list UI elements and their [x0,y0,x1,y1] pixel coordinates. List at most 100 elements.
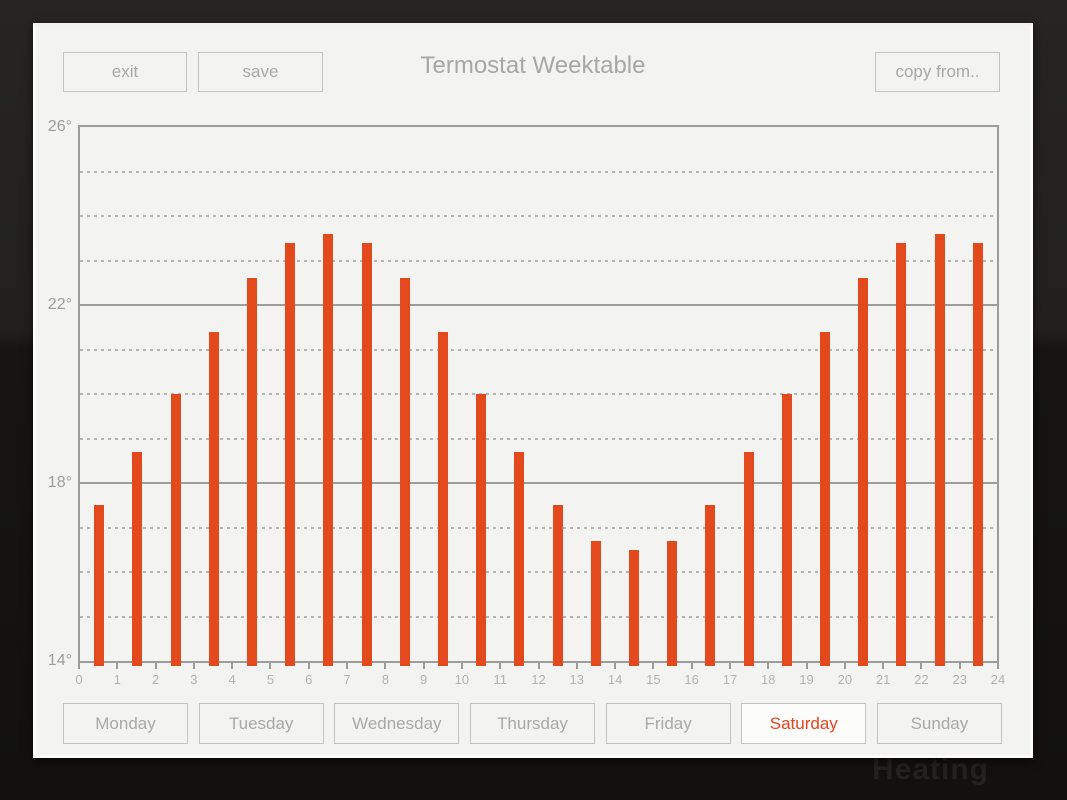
x-axis-tick-1 [116,662,119,669]
x-axis-label-20: 20 [837,672,853,687]
x-axis-tick-16 [690,662,693,669]
day-tab-friday[interactable]: Friday [605,703,731,744]
x-axis-tick-12 [537,662,540,669]
gridline-dashed-20 [80,393,997,395]
y-axis-label-26: 26° [47,118,72,135]
temperature-bar-hour-23[interactable] [972,242,983,666]
gridline-dashed-19 [80,437,997,440]
temperature-chart-plot-area[interactable] [78,125,999,666]
x-axis-tick-0 [78,662,80,669]
temperature-bar-hour-5[interactable] [285,242,296,666]
temperature-bar-hour-7[interactable] [361,242,372,666]
temperature-bar-hour-1[interactable] [132,451,143,666]
temperature-bar-hour-10[interactable] [476,394,487,666]
temperature-bar-hour-2[interactable] [170,394,181,666]
exit-button[interactable]: exit [63,52,187,92]
x-axis-tick-9 [422,662,425,669]
temperature-bar-hour-11[interactable] [514,451,525,666]
x-axis-label-2: 2 [151,672,160,687]
temperature-bar-hour-8[interactable] [399,278,410,666]
x-axis-label-8: 8 [381,672,389,687]
x-axis-tick-4 [231,662,234,669]
y-axis-label-22: 22° [47,296,72,313]
x-axis-label-22: 22 [914,672,929,687]
gridline-dashed-24 [80,215,997,217]
y-axis-label-18: 18° [47,474,72,491]
x-axis-tick-2 [154,662,157,669]
x-axis-tick-6 [307,662,310,669]
temperature-bar-hour-0[interactable] [94,505,105,666]
x-axis-label-23: 23 [952,672,967,687]
save-button[interactable]: save [198,52,323,92]
x-axis-tick-15 [652,662,655,669]
x-axis-label-13: 13 [569,672,585,687]
x-axis-tick-13 [575,662,578,669]
temperature-bar-hour-3[interactable] [208,331,219,666]
temperature-bar-hour-19[interactable] [820,331,831,666]
x-axis-tick-20 [843,662,846,669]
x-axis-label-6: 6 [305,672,313,687]
x-axis-tick-5 [269,662,272,669]
temperature-bar-hour-18[interactable] [781,394,792,666]
x-axis-label-5: 5 [266,672,275,687]
x-axis-tick-14 [614,662,617,669]
x-axis-tick-21 [882,662,885,669]
x-axis-label-12: 12 [531,672,546,687]
x-axis-label-21: 21 [875,672,891,687]
gridline-dashed-16 [80,571,997,573]
temperature-bar-hour-20[interactable] [858,278,869,666]
temperature-bar-hour-12[interactable] [552,505,563,666]
temperature-bar-hour-21[interactable] [896,242,907,666]
gridline-dashed-23 [80,259,997,262]
x-axis-tick-10 [460,662,463,669]
x-axis-tick-24 [997,662,999,669]
temperature-bar-hour-14[interactable] [629,549,640,666]
day-tab-tuesday[interactable]: Tuesday [198,703,324,744]
thermostat-weektable-panel: exit save Termostat Weektable copy from.… [33,23,1033,758]
day-tab-thursday[interactable]: Thursday [469,703,595,744]
x-axis-label-17: 17 [722,672,738,687]
copy-from-button[interactable]: copy from.. [875,52,1000,92]
day-tab-saturday[interactable]: Saturday [741,703,867,744]
x-axis-label-7: 7 [343,672,351,687]
background-watermark: Heating [872,753,990,786]
x-axis-label-4: 4 [228,672,236,687]
day-tabs: Monday Tuesday Wednesday Thursday Friday Satu… [63,703,1002,744]
x-axis-label-1: 1 [113,672,121,687]
x-axis-tick-19 [805,662,808,669]
x-axis-tick-18 [767,662,770,669]
x-axis-label-3: 3 [190,672,198,687]
temperature-bar-hour-13[interactable] [590,540,601,666]
x-axis-label-14: 14 [607,672,623,687]
day-tab-sunday[interactable]: Sunday [876,703,1002,744]
x-axis-label-16: 16 [684,672,699,687]
x-axis-tick-3 [192,662,195,669]
temperature-bar-hour-22[interactable] [934,233,945,666]
gridline-solid-22 [80,304,997,306]
x-axis-tick-22 [920,662,923,669]
day-tab-monday[interactable]: Monday [63,703,188,744]
x-axis-label-10: 10 [454,672,470,687]
gridline-dashed-21 [80,348,997,351]
y-axis-label-14: 14° [47,652,72,669]
x-axis-label-15: 15 [646,672,661,687]
temperature-bar-hour-6[interactable] [323,233,334,666]
x-axis-tick-7 [346,662,349,669]
x-axis-label-19: 19 [799,672,814,687]
gridline-dashed-25 [80,170,997,173]
temperature-bar-hour-16[interactable] [705,505,716,666]
x-axis-tick-17 [728,662,731,669]
gridline-dashed-15 [80,615,997,618]
gridline-solid-18 [80,482,997,484]
x-axis-tick-8 [384,662,387,669]
temperature-bar-hour-9[interactable] [437,331,448,666]
x-axis-tick-23 [958,662,961,669]
day-tab-wednesday[interactable]: Wednesday [334,703,460,744]
temperature-bar-hour-15[interactable] [667,540,678,666]
temperature-bar-hour-17[interactable] [743,451,754,666]
gridline-dashed-17 [80,526,997,529]
x-axis-label-11: 11 [493,672,507,687]
temperature-bar-hour-4[interactable] [246,278,257,666]
x-axis-tick-11 [499,662,502,669]
